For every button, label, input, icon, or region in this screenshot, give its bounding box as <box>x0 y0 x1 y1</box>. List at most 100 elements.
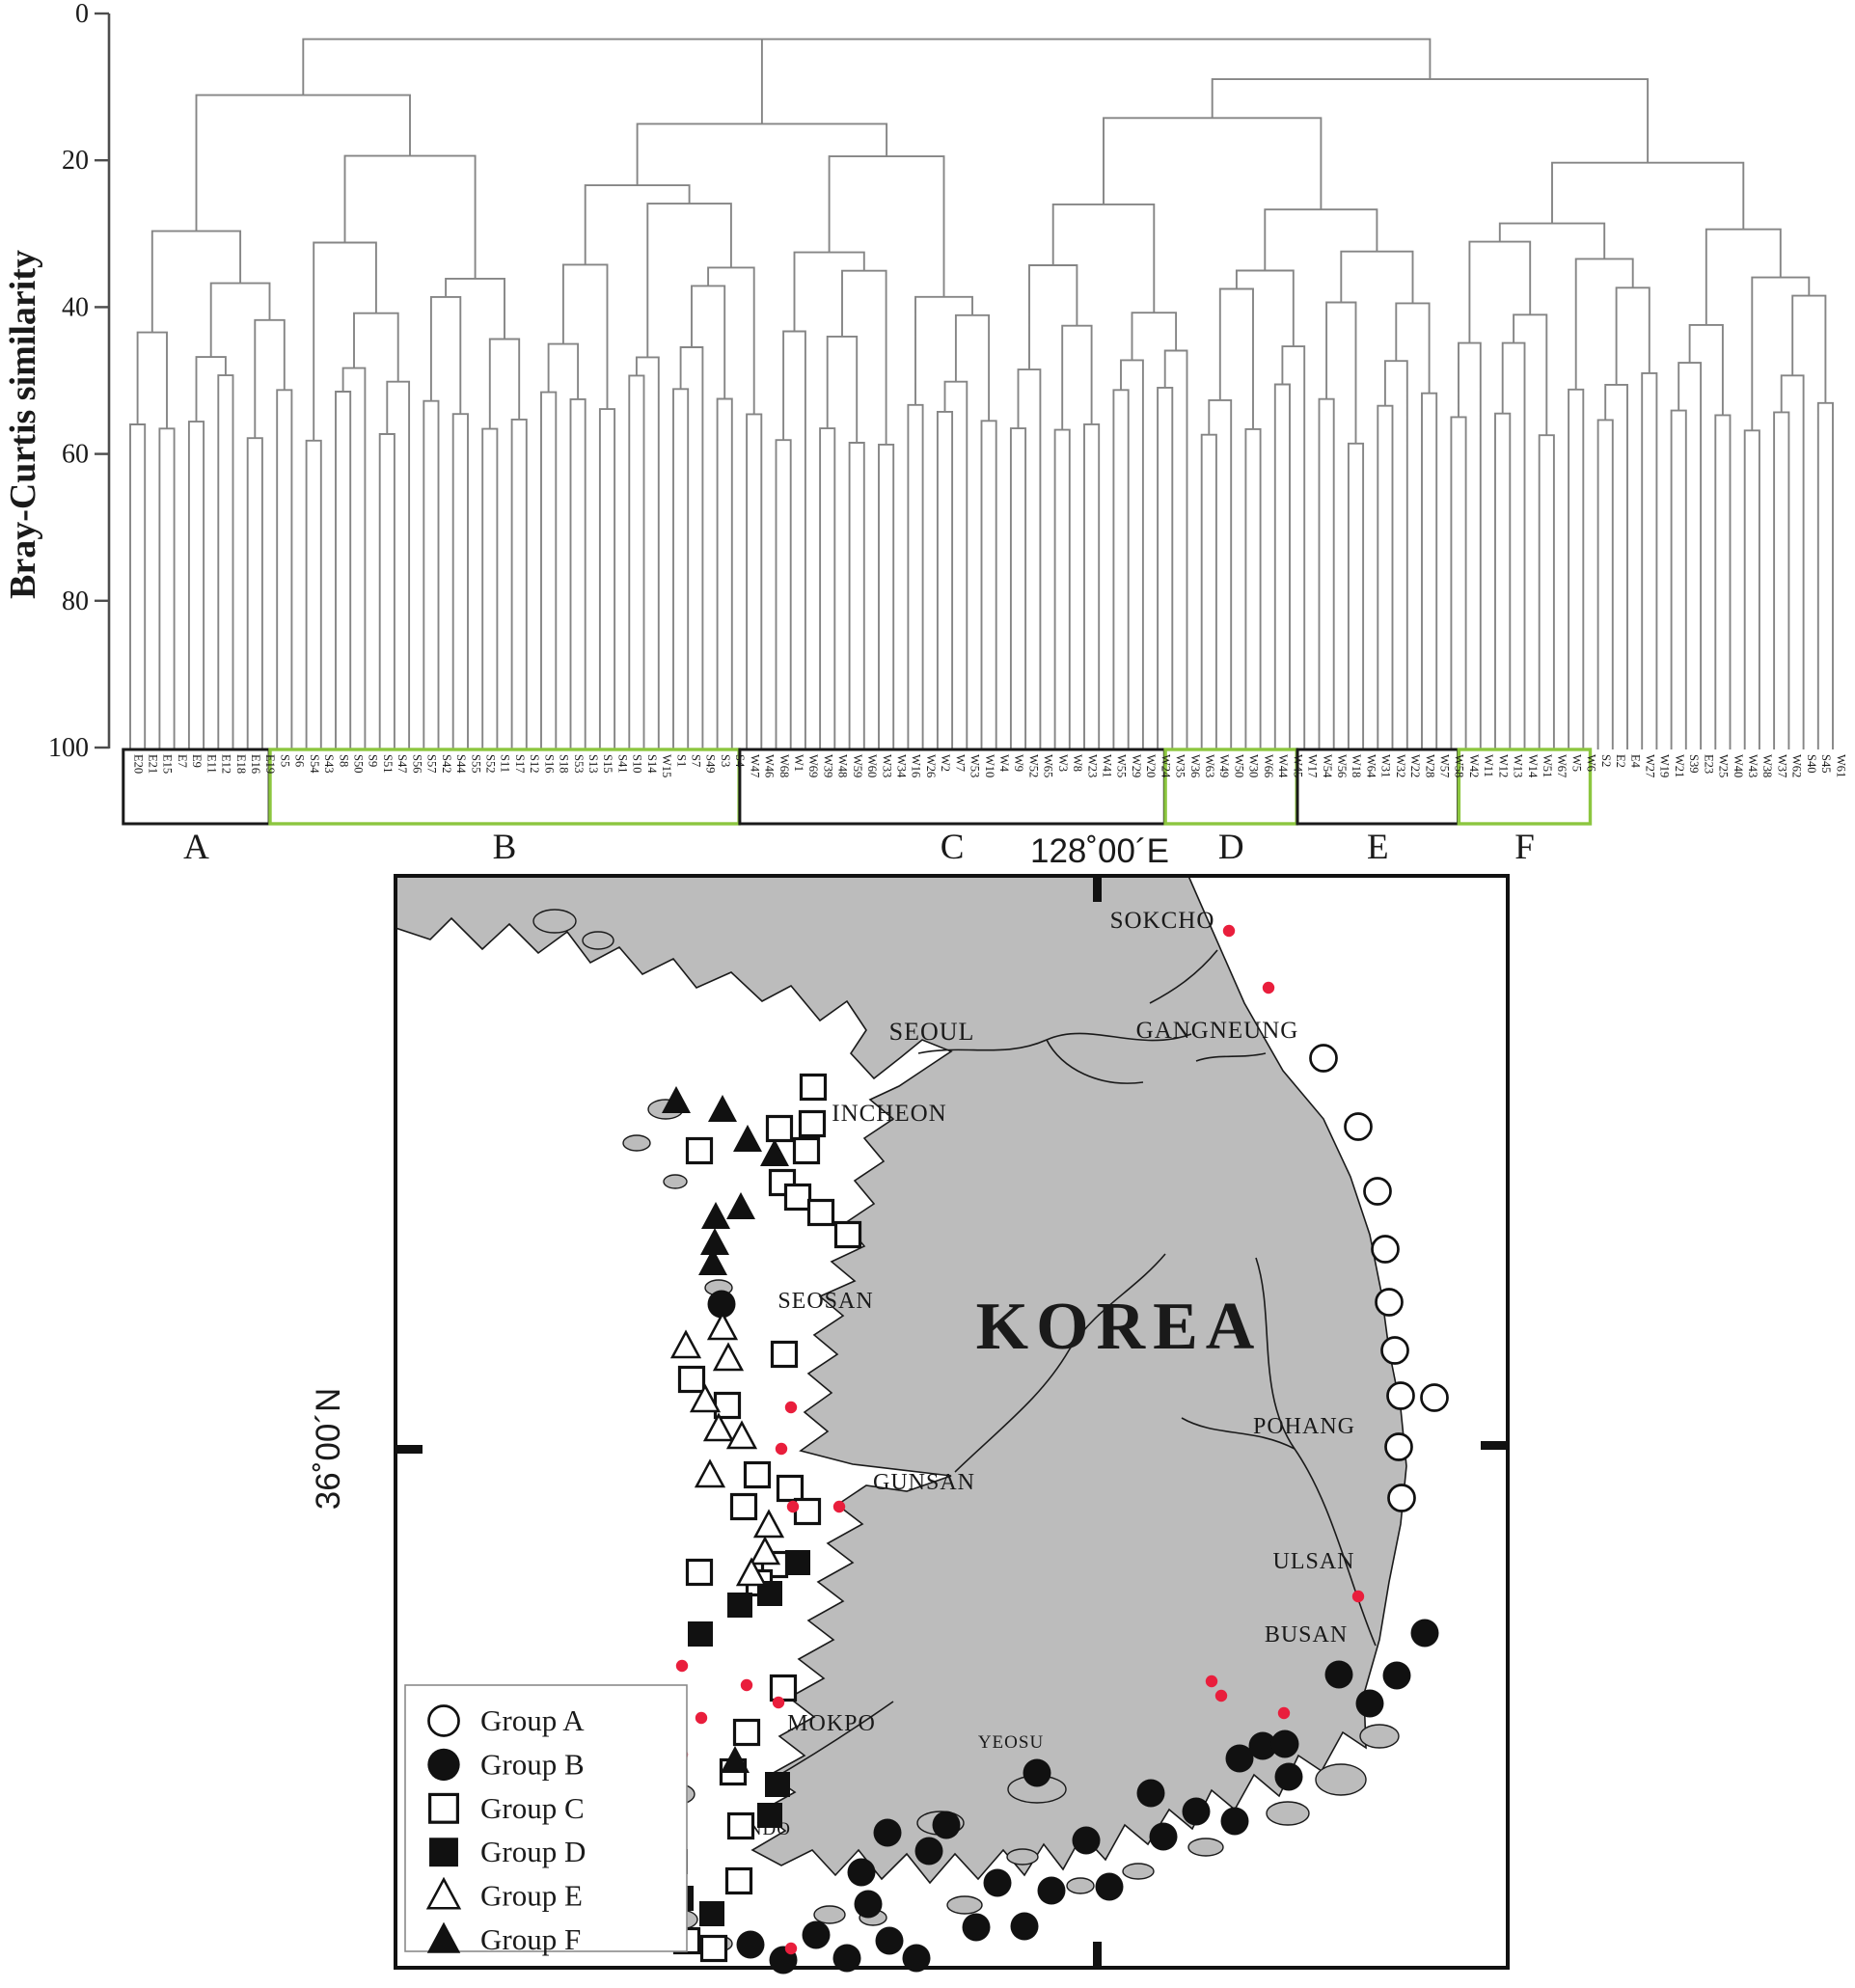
leaf-label: W22 <box>1408 754 1422 777</box>
unclustered-station-dot <box>1262 981 1275 994</box>
leaf-label: S18 <box>558 754 571 773</box>
lon-tick-top <box>1093 876 1102 902</box>
leaf-label: S55 <box>469 754 482 773</box>
leaf-label: W57 <box>1438 754 1452 777</box>
leaf-label: S50 <box>352 754 366 773</box>
leaf-label: S53 <box>572 754 586 773</box>
leaf-label: W65 <box>1042 754 1055 777</box>
unclustered-station-dot <box>786 1500 800 1513</box>
leaf-label: S45 <box>1819 754 1833 773</box>
unclustered-station-dot <box>784 1401 798 1414</box>
y-tick-label: 20 <box>62 146 89 176</box>
dendrogram-panel: Bray-Curtis similarity 0 20 40 60 80 100 A B C D… <box>3 0 1847 867</box>
leaf-label: W53 <box>968 754 982 777</box>
lat-tick-left <box>396 1445 423 1454</box>
city-label-sokcho: SOKCHO <box>1110 908 1215 934</box>
station-marker-group-b <box>1010 1912 1039 1941</box>
dendrogram-linkage-path <box>129 38 1834 749</box>
leaf-label: S49 <box>704 754 718 773</box>
station-marker-group-e <box>694 1458 726 1488</box>
station-marker-group-b <box>983 1868 1012 1897</box>
station-marker-group-e <box>735 1557 768 1587</box>
leaf-label: E20 <box>131 754 145 774</box>
station-marker-group-b <box>1324 1660 1353 1689</box>
leaf-label: S47 <box>396 754 409 773</box>
station-marker-group-f <box>662 1086 691 1113</box>
group-box-f <box>1457 748 1593 826</box>
unclustered-station-dot <box>740 1678 753 1692</box>
leaf-label: S14 <box>645 754 659 774</box>
group-letter-c: C <box>941 828 965 867</box>
station-marker-group-c <box>677 1365 706 1394</box>
leaf-label: E18 <box>234 754 248 774</box>
unclustered-station-dot <box>1222 924 1236 938</box>
island <box>622 1134 651 1152</box>
station-marker-group-e <box>702 1412 735 1442</box>
leaf-label: W58 <box>1453 754 1466 777</box>
river-northeast <box>1149 949 1218 1004</box>
station-marker-group-b <box>1072 1826 1101 1855</box>
island <box>1315 1763 1367 1796</box>
leaf-label: S41 <box>615 754 629 773</box>
leaf-label: W46 <box>763 754 777 777</box>
river-gangneung <box>1195 1052 1267 1062</box>
station-marker-group-e <box>749 1536 781 1566</box>
legend-label: Group E <box>480 1879 583 1913</box>
station-marker-group-c <box>699 1934 728 1963</box>
leaf-label: W17 <box>1306 754 1320 777</box>
leaf-label: S7 <box>690 754 703 767</box>
leaf-label: W15 <box>660 754 673 777</box>
station-marker-group-b <box>932 1811 961 1839</box>
unclustered-station-dot <box>695 1711 708 1725</box>
leaf-label: W36 <box>1188 754 1202 777</box>
river-nakdong-branch <box>1181 1417 1296 1450</box>
legend-symbol-circle-filled <box>427 1748 460 1782</box>
leaf-label: W67 <box>1555 754 1569 777</box>
station-marker-group-e <box>725 1420 758 1450</box>
leaf-label: W43 <box>1746 754 1760 777</box>
island <box>663 1174 688 1189</box>
station-marker-group-f <box>733 1125 762 1152</box>
leaf-label: E4 <box>1628 754 1642 769</box>
station-marker-group-c <box>799 1073 828 1102</box>
city-label-yeosu: YEOSU <box>978 1732 1044 1753</box>
station-marker-group-d <box>688 1621 713 1647</box>
city-label-seoul: SEOUL <box>889 1018 975 1046</box>
station-marker-group-b <box>736 1930 765 1959</box>
leaf-label: S43 <box>322 754 336 773</box>
station-marker-group-b <box>1274 1762 1303 1791</box>
dendrogram-y-axis-title: Bray-Curtis similarity <box>3 250 43 599</box>
city-label-seosan: SEOSAN <box>777 1289 873 1314</box>
station-marker-group-f <box>700 1228 729 1255</box>
station-marker-group-c <box>729 1492 758 1521</box>
leaf-label: W4 <box>997 754 1011 773</box>
leaf-label: S44 <box>454 754 468 774</box>
leaf-label: W33 <box>880 754 893 777</box>
leaf-label: S13 <box>587 754 600 773</box>
leaf-label: W28 <box>1423 754 1436 777</box>
leaf-label: W20 <box>1144 754 1158 777</box>
station-marker-group-b <box>1149 1822 1178 1851</box>
island <box>1266 1801 1310 1826</box>
station-marker-group-f <box>760 1139 789 1166</box>
country-label: KOREA <box>976 1290 1263 1364</box>
legend-symbol-triangle-filled <box>426 1921 461 1953</box>
group-letter-f: F <box>1514 828 1535 867</box>
station-marker-group-b <box>1355 1689 1384 1718</box>
unclustered-station-dot <box>775 1442 788 1456</box>
y-tick-label: 40 <box>62 292 89 322</box>
dendrogram-tree <box>129 38 1834 749</box>
station-marker-group-c <box>793 1497 822 1526</box>
city-label-mokpo: MOKPO <box>787 1711 876 1736</box>
legend-symbol-circle-open <box>427 1704 460 1737</box>
leaf-label: E23 <box>1702 754 1715 774</box>
legend-symbol-square-filled <box>429 1838 458 1867</box>
station-marker-group-b <box>1270 1729 1299 1758</box>
leaf-label: W23 <box>1085 754 1099 777</box>
station-marker-group-d <box>727 1593 752 1618</box>
group-letter-a: A <box>183 828 209 867</box>
leaf-label: W37 <box>1775 754 1788 777</box>
leaf-label: E16 <box>249 754 262 774</box>
station-marker-group-c <box>776 1474 805 1503</box>
